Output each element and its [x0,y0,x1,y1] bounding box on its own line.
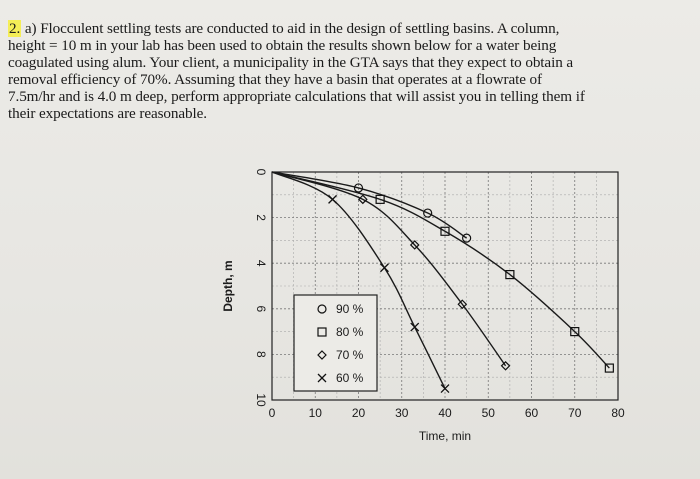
y-tick-label: 6 [254,305,268,312]
question-line-2: height = 10 m in your lab has been used … [8,37,557,54]
series-circle [271,171,472,243]
y-tick-label: 10 [254,393,268,407]
x-axis-label: Time, min [419,429,471,443]
question-line-5: 7.5m/hr and is 4.0 m deep, perform appro… [8,88,585,105]
series-line [271,171,610,369]
marker-diamond [457,299,468,310]
x-tick-label: 80 [611,406,625,420]
marker-square [375,194,385,204]
marker-diamond [357,194,368,205]
plot-frame [271,171,619,401]
x-tick-label: 30 [395,406,409,420]
y-tick-label: 2 [254,214,268,221]
series-line [271,171,507,367]
legend-label: 60 % [336,371,364,385]
legend-label: 90 % [336,302,364,316]
chart-grid [272,172,618,400]
marker-circle [317,304,327,314]
question-line-6: their expectations are reasonable. [8,105,207,122]
y-axis-label: Depth, m [221,260,235,311]
x-tick-label: 40 [438,406,452,420]
marker-diamond [317,350,327,360]
series-square [271,171,614,373]
series-layer [271,171,614,394]
marker-square [570,327,580,337]
y-tick-label: 8 [254,351,268,358]
x-tick-label: 10 [309,406,323,420]
question-line-1: 2. a) Flocculent settling tests are cond… [8,20,688,37]
question-line-1-text: a) Flocculent settling tests are conduct… [24,20,560,37]
marker-diamond [409,240,420,250]
question-number: 2. [8,20,22,37]
x-tick-label: 50 [482,406,496,420]
series-diamond [271,171,511,371]
question-line-3: coagulated using alum. Your client, a mu… [8,54,574,71]
marker-x [440,384,450,394]
y-tick-label: 4 [254,260,268,267]
legend: 90 % 80 % 70 % 60 % [293,294,378,392]
marker-circle [353,183,364,193]
marker-circle [462,233,472,243]
legend-label: 80 % [336,325,364,339]
x-tick-label: 70 [568,406,582,420]
question-line-4: removal efficiency of 70%. Assuming that… [8,71,543,88]
series-x [271,171,450,394]
question-text: 2. a) Flocculent settling tests are cond… [8,20,688,122]
marker-square [317,327,327,337]
marker-square [604,363,614,373]
x-tick-label: 20 [352,406,366,420]
legend-label: 70 % [336,348,364,362]
marker-x [317,373,327,383]
x-tick-label: 0 [269,406,276,420]
marker-diamond [500,360,511,371]
marker-square [505,270,515,280]
marker-x [379,263,389,273]
marker-x [410,322,420,332]
y-tick-label: 0 [254,169,268,176]
legend-box [293,294,378,392]
marker-square [440,226,450,236]
series-line [271,171,468,239]
marker-circle [423,208,433,218]
x-tick-label: 60 [525,406,539,420]
marker-x [328,194,338,204]
